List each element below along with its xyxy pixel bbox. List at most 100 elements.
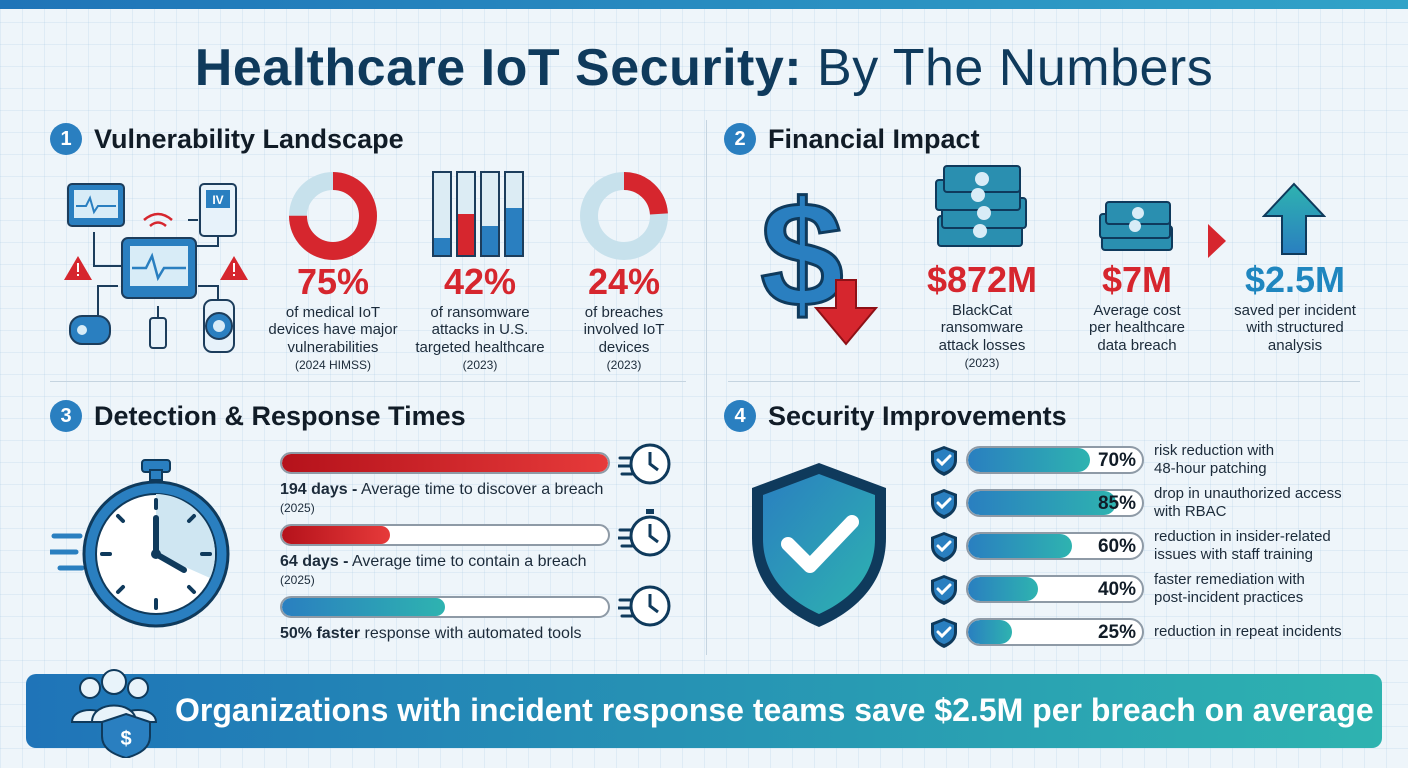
stat-value: $872M (926, 259, 1038, 300)
iv-pump-icon: IV (199, 183, 237, 237)
svg-text:$: $ (120, 728, 131, 750)
bar-label-bold: 64 days - (280, 553, 349, 570)
improvement-line: reduction in insider-related (1154, 528, 1331, 545)
progress-fill (282, 454, 608, 472)
chevron-right-icon (1208, 224, 1226, 258)
stat-line: devices have major (268, 321, 398, 339)
stat-line: BlackCat (951, 302, 1013, 319)
shield-check-icon (752, 463, 886, 627)
stopwatch-small-icon (618, 509, 671, 557)
improvement-fill (968, 620, 1012, 644)
title-rest: By The Numbers (817, 39, 1214, 97)
improvement-line: with RBAC (1154, 503, 1227, 520)
stat-description: of ransomware attacks in U.S. targeted h… (405, 304, 555, 356)
stat-source: (2024 HIMSS) (294, 357, 372, 372)
iot-network-illustration: IV (64, 183, 248, 353)
stat-line: of medical IoT (285, 304, 381, 321)
improvement-text: reduction in repeat incidents (1154, 623, 1374, 641)
improvement-bar (966, 446, 1144, 474)
section-title-vulnerability: Vulnerability Landscape (94, 123, 404, 154)
stat-line: saved per incident (1234, 302, 1356, 319)
shield-check-small-icon (931, 489, 957, 519)
section-number-3: 3 (50, 400, 82, 432)
section-number-2: 2 (724, 123, 756, 155)
stat-2-5m: $2.5M saved per incident with structured… (1222, 262, 1368, 354)
bar-label-discover: 194 days - Average time to discover a br… (280, 481, 603, 499)
wifi-icon (143, 212, 173, 227)
section-4-header: 4 Security Improvements (724, 400, 1067, 432)
improvement-line: reduction in repeat incidents (1154, 623, 1342, 640)
improvement-text: faster remediation with post-incident pra… (1154, 571, 1374, 607)
dollar-down-icon: $ (759, 188, 879, 346)
monitor-icon (67, 183, 125, 227)
sensor-device-icon (69, 315, 111, 345)
bar-label-text: response with automated tools (360, 625, 582, 642)
section-number-1: 1 (50, 123, 82, 155)
stat-line: vulnerabilities (287, 338, 379, 356)
clock-icon (618, 443, 671, 485)
stat-line: per healthcare (1089, 319, 1185, 337)
stat-description: Average cost per healthcare data breach (1078, 302, 1196, 354)
stat-description: of medical IoT devices have major vulner… (262, 304, 404, 356)
improvement-text: risk reduction with 48-hour patching (1154, 442, 1374, 478)
stat-line: data breach (1097, 336, 1177, 354)
stat-872m: $872M BlackCat ransomware attack losses … (912, 262, 1052, 370)
improvement-fill (968, 577, 1038, 601)
donut-arc (289, 172, 377, 260)
stat-value: 42% (443, 261, 517, 302)
shield-check-small-icon (931, 532, 957, 562)
stat-value: $2.5M (1244, 259, 1346, 300)
section-number-4: 4 (724, 400, 756, 432)
section-title-financial: Financial Impact (768, 123, 980, 154)
improvement-bar (966, 532, 1144, 560)
shield-check-small-icon (931, 618, 957, 648)
improvement-line: 48-hour patching (1154, 460, 1267, 477)
page-title: Healthcare IoT Security: By The Numbers (0, 38, 1408, 98)
stat-value: $7M (1101, 259, 1173, 300)
column-track (432, 171, 452, 257)
money-stack-large-icon (935, 165, 1027, 247)
iv-label: IV (212, 193, 223, 207)
improvement-line: risk reduction with (1154, 442, 1275, 459)
bar-label-text: Average time to contain a breach (348, 553, 587, 570)
vertical-divider (706, 120, 707, 655)
column-fill-highlight (458, 214, 474, 255)
improvement-line: issues with staff training (1154, 546, 1313, 563)
column-fill (506, 208, 522, 255)
bottom-banner (26, 674, 1382, 748)
stat-42: 42% of ransomware attacks in U.S. target… (405, 264, 555, 372)
improvement-bar (966, 575, 1144, 603)
improvement-percent: 85% (1097, 493, 1136, 514)
improvement-line: drop in unauthorized access (1154, 485, 1342, 502)
stat-7m: $7M Average cost per healthcare data bre… (1078, 262, 1196, 354)
donut-chart-24 (580, 172, 668, 260)
donut-chart-75 (289, 172, 377, 260)
stat-line: of ransomware (430, 304, 530, 321)
improvement-percent: 70% (1097, 450, 1136, 471)
improvement-fill (968, 448, 1090, 472)
stat-line: targeted healthcare (415, 338, 545, 356)
money-stack-small-icon (1099, 201, 1173, 251)
progress-bar-contain (280, 524, 610, 546)
column-fill (482, 226, 498, 255)
shield-check-small-icon (931, 575, 957, 605)
stat-source: (2023) (964, 355, 1000, 370)
section-2-header: 2 Financial Impact (724, 123, 980, 155)
bar-label-text: Average time to discover a breach (357, 481, 604, 498)
improvement-percent: 60% (1097, 536, 1136, 557)
bar-source: (2025) (280, 573, 315, 587)
progress-fill (282, 598, 445, 616)
progress-bar-automated (280, 596, 610, 618)
stat-source: (2023) (606, 357, 642, 372)
stat-line: with structured (1246, 319, 1344, 337)
stat-source: (2023) (462, 357, 498, 372)
bar-label-contain: 64 days - Average time to contain a brea… (280, 553, 587, 571)
patient-monitor-icon (121, 237, 197, 299)
smartwatch-icon (203, 299, 235, 353)
bar-label-automated: 50% faster response with automated tools (280, 625, 582, 643)
progress-bar-discover (280, 452, 610, 474)
improvement-line: faster remediation with (1154, 571, 1305, 588)
bar-columns-42 (432, 171, 524, 257)
team-shield-icon: $ (70, 669, 158, 758)
section-title-improvements: Security Improvements (768, 400, 1067, 431)
